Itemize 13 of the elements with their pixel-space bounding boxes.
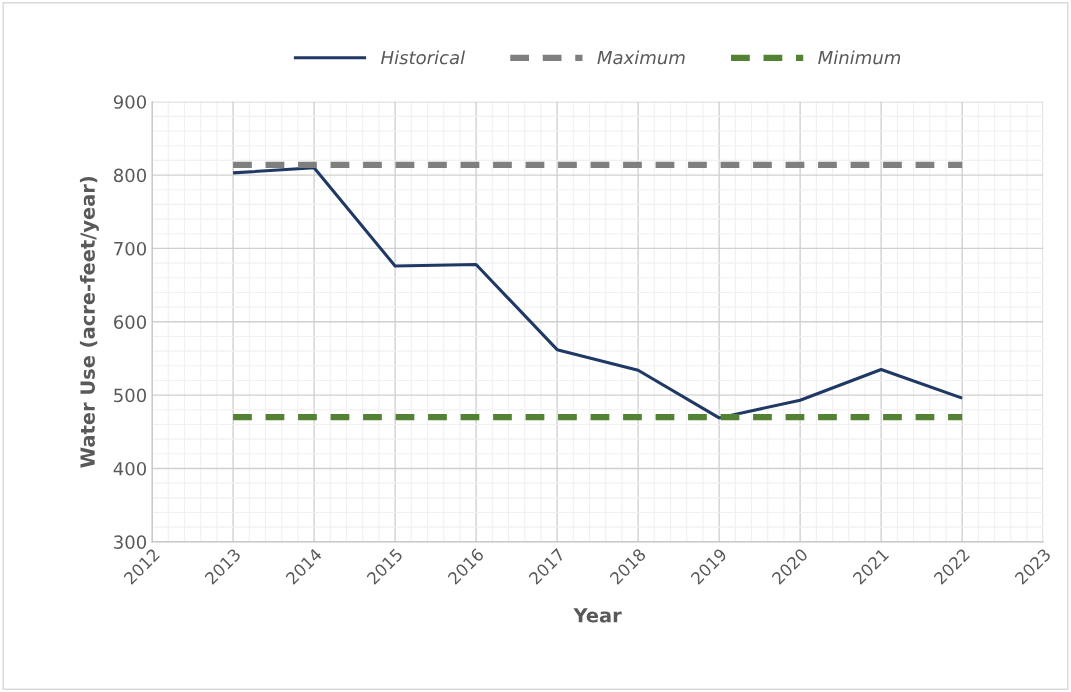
y-tick-label: 800 — [113, 168, 147, 183]
y-tick-label: 500 — [114, 388, 147, 403]
y-axis-title: Water Use (acre-feet/year) — [79, 176, 99, 468]
legend-label: Maximum — [597, 50, 685, 65]
y-tick-label: 400 — [113, 461, 147, 476]
legend-label: Minimum — [818, 50, 901, 65]
y-tick-label: 300 — [114, 535, 147, 549]
y-tick-label: 700 — [114, 241, 147, 256]
legend-label: Historical — [381, 50, 466, 65]
y-tick-label: 900 — [113, 95, 147, 109]
line-series — [231, 166, 964, 420]
x-axis-title: Year — [573, 608, 622, 623]
y-tick-label: 600 — [114, 315, 147, 329]
